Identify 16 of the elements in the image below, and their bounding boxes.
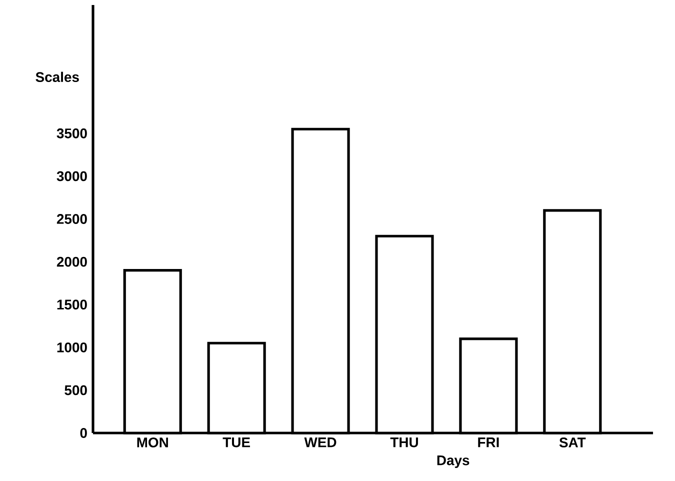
x-tick-label: MON: [137, 438, 168, 448]
x-tick-label: WED: [304, 438, 336, 448]
y-tick-label: 2000: [56, 256, 87, 267]
y-tick-label: 3500: [56, 128, 87, 138]
y-tick-label: 1500: [57, 300, 87, 310]
y-tick-label: 1000: [57, 342, 87, 352]
x-tick-label: FRI: [478, 438, 499, 448]
x-axis-title: Days: [437, 456, 470, 468]
y-tick-label: 0: [80, 428, 87, 438]
y-tick-label: 500: [64, 385, 87, 396]
y-tick-label: 2500: [56, 214, 87, 224]
x-tick-label: TUE: [222, 438, 250, 448]
x-tick-label: SAT: [559, 438, 586, 448]
y-axis-title: Scales: [36, 72, 79, 82]
x-tick-label: THU: [390, 438, 418, 448]
y-tick-label: 3000: [56, 171, 87, 182]
